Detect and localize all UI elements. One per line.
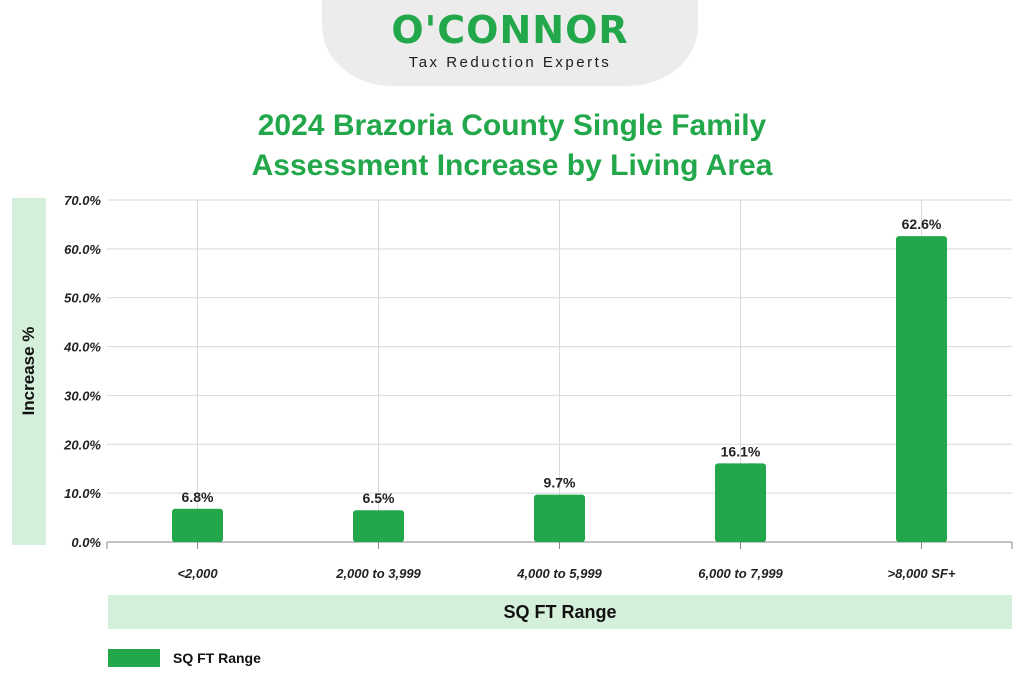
y-tick-label: 40.0% xyxy=(63,340,101,355)
logo-banner: O'CONNOR Tax Reduction Experts xyxy=(322,0,698,86)
chart-title-line-1: 2024 Brazoria County Single Family xyxy=(257,109,767,142)
y-tick-label: 60.0% xyxy=(64,242,101,257)
x-tick-label: >8,000 SF+ xyxy=(888,566,956,581)
bar-value-label: 9.7% xyxy=(544,475,576,491)
x-axis-label-band xyxy=(108,595,1012,629)
x-tick-label: <2,000 xyxy=(177,566,218,581)
chart-title-line-2: Assessment Increase by Living Area xyxy=(251,149,773,182)
bar-value-label: 62.6% xyxy=(902,216,942,232)
y-tick-label: 10.0% xyxy=(64,486,101,501)
x-axis-label: SQ FT Range xyxy=(503,602,617,622)
bar-value-label: 16.1% xyxy=(721,443,761,459)
y-tick-label: 0.0% xyxy=(71,535,101,550)
x-tick-label: 4,000 to 5,999 xyxy=(516,566,602,581)
bar xyxy=(896,236,947,542)
y-tick-label: 50.0% xyxy=(64,291,101,306)
y-tick-label: 70.0% xyxy=(64,193,101,208)
bar-value-label: 6.8% xyxy=(182,489,214,505)
bar xyxy=(172,508,223,542)
chart-title: 2024 Brazoria County Single Family Asses… xyxy=(0,106,1024,186)
bar xyxy=(353,510,404,542)
legend-label: SQ FT Range xyxy=(173,650,261,666)
y-axis-label-band xyxy=(12,198,46,545)
logo-wordmark: O'CONNOR xyxy=(391,8,629,52)
y-tick-label: 30.0% xyxy=(64,388,101,403)
x-tick-label: 6,000 to 7,999 xyxy=(698,566,783,581)
x-tick-label: 2,000 to 3,999 xyxy=(335,566,421,581)
bar-value-label: 6.5% xyxy=(363,490,395,506)
legend-swatch xyxy=(108,649,160,667)
logo-tagline: Tax Reduction Experts xyxy=(408,54,612,71)
y-tick-label: 20.0% xyxy=(63,437,101,452)
bar xyxy=(715,463,766,542)
bar xyxy=(534,494,585,542)
